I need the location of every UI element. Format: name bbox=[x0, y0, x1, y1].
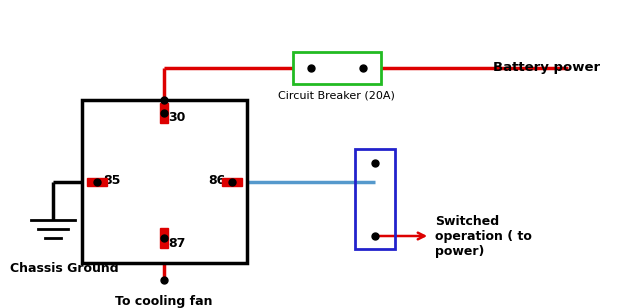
Text: 86: 86 bbox=[208, 175, 225, 188]
Bar bbox=[222, 178, 242, 186]
Bar bbox=[293, 52, 381, 84]
Text: Circuit Breaker (20A): Circuit Breaker (20A) bbox=[278, 91, 395, 101]
Text: To cooling fan: To cooling fan bbox=[115, 295, 212, 308]
Text: 85: 85 bbox=[103, 175, 120, 188]
Bar bbox=[355, 149, 395, 249]
Text: Battery power: Battery power bbox=[493, 62, 600, 75]
Bar bbox=[82, 100, 247, 263]
Bar bbox=[160, 103, 168, 123]
Bar bbox=[87, 178, 107, 186]
Text: 30: 30 bbox=[168, 111, 186, 124]
Text: Switched
operation ( to
power): Switched operation ( to power) bbox=[435, 215, 532, 258]
Text: 87: 87 bbox=[168, 237, 186, 250]
Text: Chassis Ground: Chassis Ground bbox=[10, 261, 118, 274]
Bar bbox=[160, 228, 168, 248]
